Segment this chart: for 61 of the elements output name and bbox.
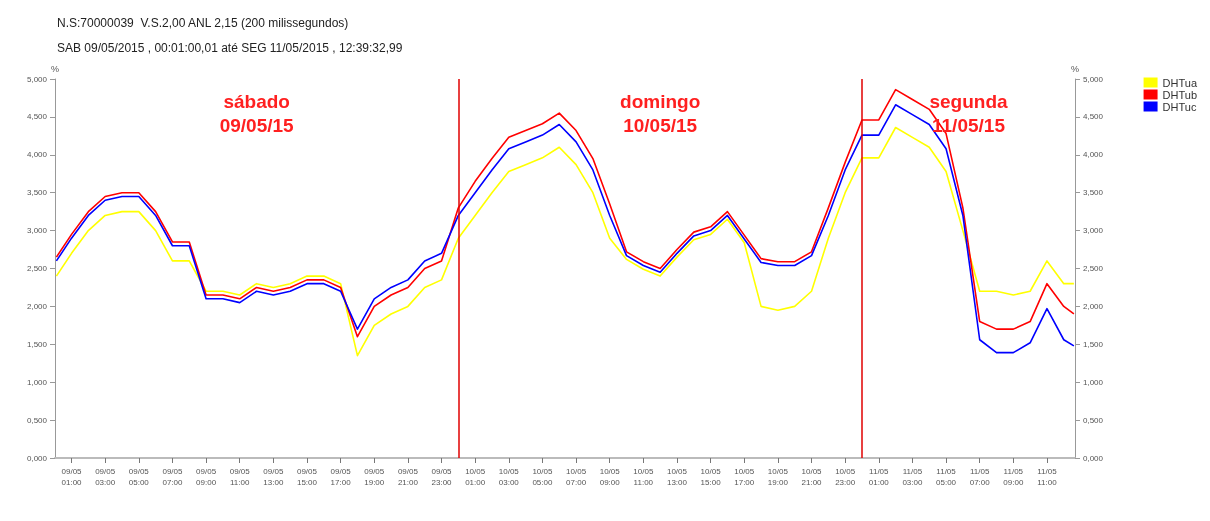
x-tick-label: 09/05 19:00 xyxy=(364,467,385,487)
y-tick-label: 1,000 xyxy=(26,377,48,387)
x-tick-label: 10/05 03:00 xyxy=(498,467,520,487)
x-tick-label: 10/05 07:00 xyxy=(566,467,587,487)
x-tick-label: 10/05 15:00 xyxy=(700,467,722,487)
y2-tick-label: 2,000 xyxy=(1083,301,1104,311)
x-tick-label: 09/05 03:00 xyxy=(95,467,116,487)
legend-label: DHTub xyxy=(1162,88,1197,101)
x-tick-label: 09/05 21:00 xyxy=(397,467,419,487)
y-tick-label: 4,500 xyxy=(26,112,48,122)
chart-subtitle: SAB 09/05/2015 , 00:01:00,01 até SEG 11/05/2015 , 12:39:32,99 xyxy=(57,41,403,55)
y-tick-label: 1,500 xyxy=(26,339,48,349)
x-tick-label: 11/05 07:00 xyxy=(969,467,991,487)
x-tick-label: 11/05 05:00 xyxy=(936,467,957,487)
y-tick-label: 4,000 xyxy=(26,150,48,160)
x-tick-label: 09/05 09:00 xyxy=(196,467,217,487)
legend-label: DHTua xyxy=(1162,76,1198,89)
y2-tick-label: 5,000 xyxy=(1083,74,1104,84)
legend-label: DHTuc xyxy=(1162,100,1197,113)
x-tick-label: 09/05 15:00 xyxy=(296,467,318,487)
y-tick-label: 0,500 xyxy=(26,415,48,425)
y2-tick-label: 0,500 xyxy=(1083,415,1104,425)
x-tick-label: 11/05 03:00 xyxy=(902,467,923,487)
annotation: domingo 10/05/15 xyxy=(620,90,701,136)
x-tick-label: 11/05 01:00 xyxy=(868,467,890,487)
y2-axis-title: % xyxy=(1070,63,1080,74)
y2-tick-label: 3,000 xyxy=(1083,226,1104,236)
y2-tick-label: 3,500 xyxy=(1083,188,1104,198)
x-tick-label: 09/05 13:00 xyxy=(263,467,284,487)
x-tick-label: 10/05 19:00 xyxy=(767,467,789,487)
x-tick-label: 10/05 09:00 xyxy=(599,467,621,487)
x-tick-label: 09/05 05:00 xyxy=(128,467,150,487)
x-tick-label: 09/05 07:00 xyxy=(162,467,183,487)
x-tick-label: 09/05 01:00 xyxy=(61,467,83,487)
y2-tick-label: 1,000 xyxy=(1083,377,1104,387)
y2-tick-label: 0,000 xyxy=(1083,453,1104,463)
y2-tick-label: 1,500 xyxy=(1083,339,1104,349)
chart-title: N.S:70000039 V.S.2,00 ANL 2,15 (200 milissegundos) xyxy=(57,16,349,30)
x-tick-label: 09/05 17:00 xyxy=(330,467,352,487)
y-tick-label: 2,000 xyxy=(26,301,48,311)
y-tick-label: 3,000 xyxy=(26,226,48,236)
y-tick-label: 2,500 xyxy=(26,264,48,273)
y2-tick-label: 4,500 xyxy=(1083,112,1104,122)
x-tick-label: 11/05 11:00 xyxy=(1037,467,1058,487)
x-tick-label: 10/05 21:00 xyxy=(801,467,823,487)
x-tick-label: 09/05 11:00 xyxy=(229,467,251,487)
y-axis-title: % xyxy=(50,63,60,74)
x-tick-label: 11/05 09:00 xyxy=(1003,467,1024,487)
y-tick-label: 3,500 xyxy=(26,188,48,198)
y-tick-label: 5,000 xyxy=(26,74,48,84)
x-tick-label: 10/05 17:00 xyxy=(734,467,755,487)
annotation: sábado 09/05/15 xyxy=(219,90,295,136)
y2-tick-label: 4,000 xyxy=(1083,150,1104,160)
x-tick-label: 10/05 01:00 xyxy=(465,467,486,487)
x-tick-label: 09/05 23:00 xyxy=(431,467,453,487)
x-tick-label: 10/05 23:00 xyxy=(835,467,856,487)
x-tick-label: 10/05 13:00 xyxy=(666,467,688,487)
x-tick-label: 10/05 11:00 xyxy=(633,467,654,487)
x-tick-label: 10/05 05:00 xyxy=(532,467,553,487)
y2-tick-label: 2,500 xyxy=(1083,264,1104,273)
y-tick-label: 0,000 xyxy=(26,453,48,463)
